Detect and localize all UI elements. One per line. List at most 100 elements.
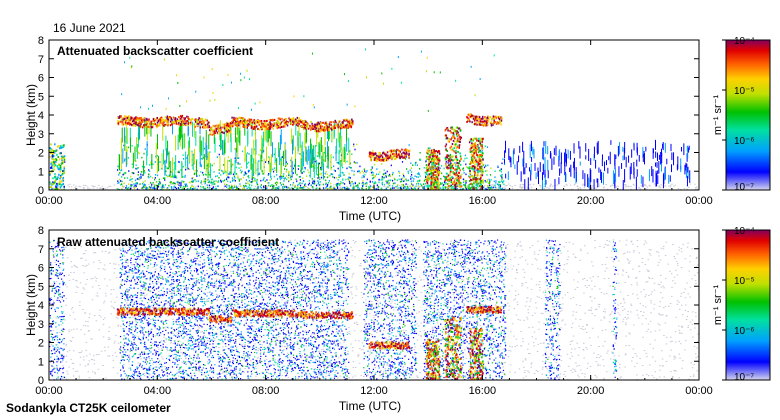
aerosol-pixel (236, 186, 238, 189)
aerosol-pixel (390, 179, 392, 182)
cloud-pixel (494, 121, 497, 124)
aerosol-pixel (116, 169, 119, 171)
aerosol-pixel (144, 171, 146, 174)
signal-streak (530, 163, 532, 175)
aerosol-pixel (246, 172, 248, 175)
precipitation-pixel (456, 145, 459, 148)
cloud-pixel (466, 120, 468, 123)
aerosol-pixel (342, 178, 344, 180)
precipitation-pixel (480, 168, 482, 171)
aerosol-pixel (246, 162, 249, 165)
precipitation-pixel (433, 150, 435, 153)
noise-pixel (696, 186, 698, 188)
aerosol-pixel (174, 186, 176, 189)
aerosol-pixel (440, 183, 442, 186)
cloud-pixel (159, 124, 161, 127)
fall-streak (269, 123, 271, 139)
cloud-pixel (378, 154, 381, 157)
aerosol-pixel (258, 153, 260, 156)
signal-streak (522, 158, 524, 167)
fall-streak (187, 120, 189, 136)
aerosol-pixel (325, 155, 327, 158)
cloud-pixel (167, 124, 169, 127)
aerosol-pixel (141, 187, 143, 189)
aerosol-pixel (155, 187, 157, 190)
aerosol-pixel (192, 176, 194, 179)
aerosol-pixel (317, 180, 319, 182)
cloud-pixel (493, 117, 496, 120)
aerosol-pixel (500, 188, 502, 190)
aerosol-pixel (272, 185, 274, 188)
precipitation-pixel (447, 140, 450, 143)
aerosol-pixel (500, 169, 502, 171)
signal-streak (652, 148, 654, 154)
aerosol-pixel (313, 182, 316, 185)
aerosol-pixel (498, 186, 500, 188)
aerosol-pixel (296, 173, 298, 176)
signal-streak (683, 143, 685, 156)
aerosol-pixel (252, 176, 254, 179)
cloud-pixel (272, 124, 275, 127)
precipitation-pixel (477, 163, 480, 166)
aerosol-pixel (147, 187, 149, 189)
aerosol-pixel (387, 183, 389, 186)
noise-pixel (509, 185, 511, 187)
precipitation-pixel (473, 182, 475, 185)
noise-pixel (73, 184, 75, 186)
fall-streak (264, 125, 266, 141)
aerosol-pixel (247, 174, 250, 177)
precipitation-pixel (445, 178, 448, 181)
cloud-pixel (248, 123, 250, 126)
precipitation-pixel (433, 182, 435, 185)
noise-pixel (543, 187, 545, 189)
noise-pixel (377, 185, 379, 187)
aerosol-pixel (154, 183, 156, 186)
precipitation-pixel (425, 169, 428, 172)
aerosol-pixel (208, 180, 210, 182)
precipitation-pixel (454, 144, 457, 147)
noise-pixel (669, 186, 672, 188)
cloud-pixel (309, 128, 312, 131)
precipitation-pixel (459, 135, 461, 138)
precipitation-pixel (450, 166, 452, 169)
cloud-pixel (344, 124, 347, 127)
cloud-pixel (226, 126, 229, 129)
noise-pixel (49, 183, 51, 185)
aerosol-pixel (468, 185, 470, 188)
noise-pixel (228, 186, 231, 188)
precipitation-pixel (460, 181, 462, 184)
signal-streak (508, 148, 510, 160)
aerosol-pixel (122, 185, 124, 188)
signal-streak (573, 161, 575, 169)
cloud-pixel (253, 125, 256, 128)
cloud-pixel (284, 118, 287, 121)
cloud-pixel (164, 116, 167, 119)
fall-streak (156, 158, 158, 174)
boundary-layer-pixel (55, 184, 57, 187)
cloud-pixel (335, 123, 337, 126)
noise-pixel (645, 185, 647, 187)
precipitation-pixel (480, 138, 483, 141)
precipitation-pixel (470, 147, 472, 150)
aerosol-pixel (349, 177, 351, 179)
aerosol-pixel (118, 174, 120, 176)
cloud-pixel (131, 123, 133, 126)
cloud-pixel (314, 130, 317, 133)
aerosol-pixel (213, 180, 215, 183)
cloud-pixel (253, 119, 255, 122)
precipitation-pixel (479, 142, 482, 145)
precipitation-pixel (449, 129, 451, 132)
aerosol-pixel (385, 176, 387, 178)
aerosol-pixel (404, 178, 406, 181)
aerosol-pixel (191, 150, 193, 153)
signal-streak (590, 158, 592, 165)
signal-streak (588, 177, 590, 188)
precipitation-pixel (480, 150, 482, 153)
aerosol-pixel (272, 170, 275, 173)
aerosol-pixel (155, 181, 157, 184)
precipitation-pixel (450, 145, 453, 148)
boundary-layer-pixel (61, 173, 63, 176)
cloud-pixel (352, 120, 354, 123)
aerosol-pixel (353, 188, 355, 190)
aerosol-pixel (371, 171, 373, 174)
